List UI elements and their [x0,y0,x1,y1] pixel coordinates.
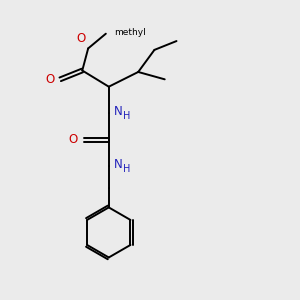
Text: methyl: methyl [114,28,146,37]
Text: N: N [114,158,123,171]
Text: H: H [124,110,131,121]
Text: H: H [124,164,131,173]
Text: O: O [69,133,78,146]
Text: O: O [46,73,55,86]
Text: N: N [114,105,123,118]
Text: O: O [76,32,85,46]
